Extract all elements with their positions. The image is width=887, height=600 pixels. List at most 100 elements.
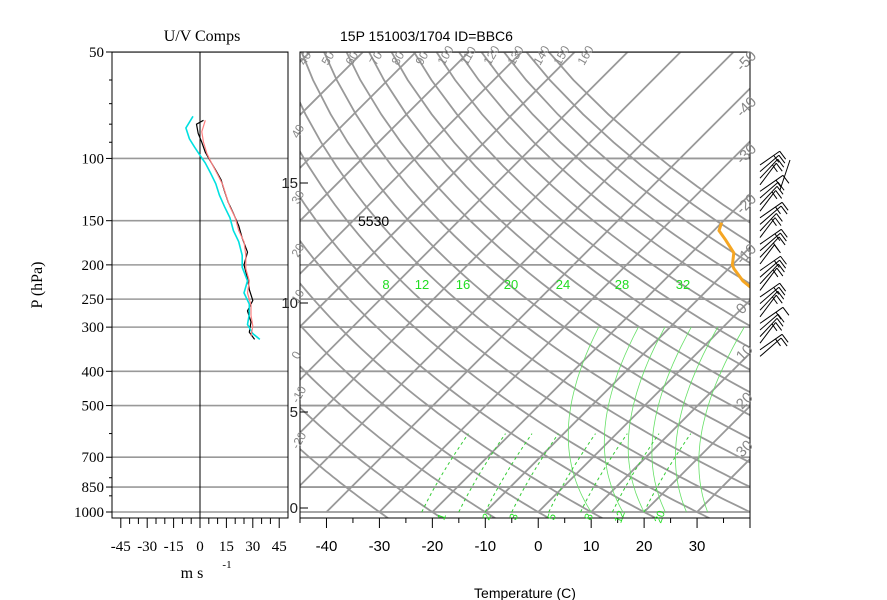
wind-barb-shaft [759, 306, 784, 324]
skewt-xtick-label: 30 [689, 538, 706, 555]
wind-barb-shaft [759, 333, 783, 351]
dry-adiabat [300, 406, 444, 518]
dry-adiabat-label: 60 [342, 49, 361, 68]
wind-barb-shaft [759, 294, 777, 318]
wind-barb-shaft [759, 317, 778, 337]
uv-ytick-label: 50 [89, 45, 104, 61]
isotherm [300, 52, 523, 276]
dry-adiabat-label: 70 [366, 49, 385, 68]
wind-barb-flag [774, 217, 782, 226]
isotherm-left-label: 20 [288, 241, 307, 260]
dry-adiabat-label: 40 [295, 49, 314, 68]
wind-barb-shaft [759, 174, 784, 192]
uv-xtick-label: -30 [137, 539, 157, 555]
wind-barb-flag [771, 323, 778, 332]
wind-barb-shaft [759, 236, 780, 258]
isotherm-left-label: 10 [288, 287, 307, 306]
wind-barb-flag [775, 294, 783, 304]
isotherm [300, 52, 417, 170]
uv-ytick-label: 300 [82, 320, 105, 336]
dry-adiabat-label: 120 [480, 43, 502, 68]
height-5530-label: 5530 [358, 213, 389, 229]
wind-barb-flag [780, 255, 787, 265]
wind-barb-flag [779, 282, 787, 292]
skewt-series [717, 222, 750, 289]
dry-adiabat [367, 52, 750, 394]
mixing-ratio-label: 28 [615, 277, 629, 292]
wind-barb-shaft [759, 337, 782, 357]
isotherm [643, 404, 750, 513]
wind-barb-flag [780, 205, 788, 215]
uv-xtick-label: 0 [196, 539, 204, 555]
isotherm [590, 351, 750, 513]
mixing-ratio-line [548, 433, 596, 513]
wind-barb-flag [775, 213, 783, 222]
wind-barb-flag [781, 334, 789, 343]
wind-barb-flag [774, 233, 781, 242]
wind-barb-flag [780, 228, 788, 238]
mixing-ratio-line [580, 433, 628, 513]
moist-adiabat [603, 326, 639, 513]
wind-barbs [759, 150, 791, 357]
dry-adiabat [345, 52, 750, 417]
wind-barb-flag [778, 154, 786, 164]
isotherm [300, 52, 576, 328]
isotherm [300, 52, 311, 64]
figure-title: 15P 151003/1704 ID=BBC6 [340, 28, 513, 44]
dry-adiabat-label: 100 [434, 43, 456, 68]
wind-barb-flag [772, 164, 778, 173]
uv-xlabel: m s [181, 565, 204, 582]
wind-barb-shaft [759, 232, 781, 252]
height-tick-label: 5 [290, 404, 298, 421]
wind-barb-flag [771, 191, 778, 200]
wind-barb-shaft [759, 255, 781, 272]
mixing-ratio-line [458, 433, 506, 513]
skewt-xtick-label: 0 [534, 538, 542, 555]
wind-barb-flag [776, 186, 784, 195]
dry-adiabat [435, 52, 750, 327]
wind-barb-shaft [759, 267, 778, 291]
wind-barb-flag [778, 263, 785, 273]
uv-ytick-label: 100 [82, 151, 105, 167]
isotherm-left-label: -10 [288, 383, 309, 405]
wind-barb-flag [779, 259, 787, 269]
isotherm-left-label: -20 [288, 429, 309, 451]
wind-barb-flag [775, 190, 783, 199]
wind-barb-shaft [759, 282, 780, 298]
dry-adiabat-label: 110 [457, 44, 479, 68]
wind-barb-shaft [759, 190, 777, 212]
moist-adiabat [567, 326, 600, 513]
uv-y-ticks: 50 100 150 200 250 300 400 500 700 850 1000 [74, 45, 112, 521]
isotherm-left-label: 0 [288, 348, 304, 361]
wind-barb-flag [779, 232, 787, 242]
lower-green-label: 12 [612, 509, 627, 525]
wind-barb-shaft [759, 181, 779, 199]
skewt-xtick-label: 10 [583, 538, 600, 555]
skewt-xtick-label: -20 [422, 538, 444, 555]
moist-adiabat [651, 326, 692, 513]
mixing-ratio-line [611, 433, 660, 513]
dry-adiabat-label: 160 [574, 43, 596, 68]
dry-adiabat [412, 52, 750, 349]
dry-adiabat [300, 282, 604, 518]
uv-series-line [185, 115, 261, 341]
uv-panel-title: U/V Comps [164, 28, 241, 45]
wind-barb-flag [782, 307, 790, 316]
moist-adiabat [627, 326, 666, 513]
wind-barb-flag [771, 218, 777, 227]
wind-barb-flag [777, 290, 785, 300]
wind-barb-flag [778, 236, 786, 246]
wind-barb-shaft [759, 205, 782, 225]
uv-ytick-label: 700 [82, 450, 105, 466]
moist-adiabat [674, 326, 719, 513]
lower-green-label: 20 [652, 509, 667, 525]
uv-series-line [201, 120, 254, 337]
uv-x-ticks: -45 -30 -15 0 15 30 45 [111, 518, 287, 555]
uv-series-line [195, 119, 256, 340]
dry-adiabat-label: 130 [504, 43, 526, 68]
dry-adiabat [457, 52, 750, 306]
uv-ytick-label: 1000 [74, 505, 104, 521]
wind-barb-flag [773, 287, 780, 295]
wind-barb-flag [772, 269, 779, 278]
dry-adiabat [300, 365, 497, 518]
